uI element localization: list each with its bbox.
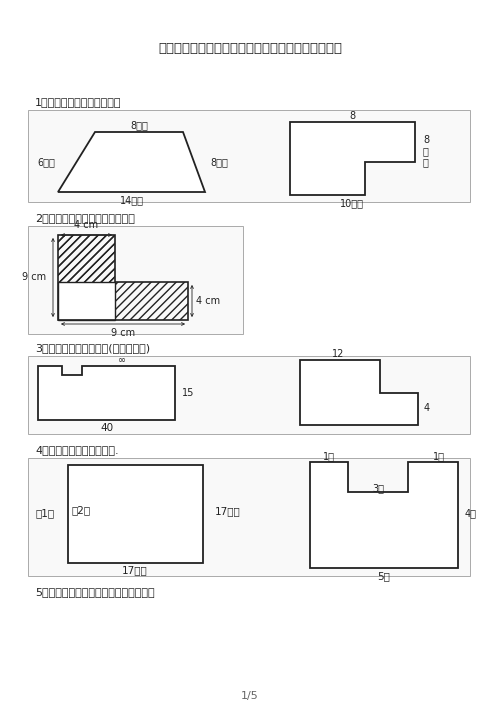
Polygon shape xyxy=(310,462,458,568)
Text: 1、计算以下列图形的周长。: 1、计算以下列图形的周长。 xyxy=(35,97,122,107)
Text: 40: 40 xyxy=(100,423,114,433)
Text: 4 cm: 4 cm xyxy=(196,296,220,306)
Text: 9 cm: 9 cm xyxy=(22,272,46,282)
Text: 3米: 3米 xyxy=(372,483,384,493)
Text: 10里米: 10里米 xyxy=(340,198,364,208)
Text: 1/5: 1/5 xyxy=(241,691,259,701)
Bar xyxy=(28,110,470,202)
Text: 12: 12 xyxy=(332,349,344,359)
Text: 15: 15 xyxy=(182,388,194,398)
Text: 3、求下面图形的周长。(单位：厘米): 3、求下面图形的周长。(单位：厘米) xyxy=(35,343,150,353)
Text: 8: 8 xyxy=(349,111,355,121)
Bar xyxy=(68,465,203,563)
Text: 里: 里 xyxy=(423,146,429,156)
Text: 2、求以下列图中阴影部分的面积: 2、求以下列图中阴影部分的面积 xyxy=(35,213,135,223)
Polygon shape xyxy=(58,132,205,192)
Polygon shape xyxy=(38,366,175,420)
Text: 4米: 4米 xyxy=(465,508,477,518)
Text: 冀教版三年级数学上册面积计算训练带答案（最新）: 冀教版三年级数学上册面积计算训练带答案（最新） xyxy=(158,42,342,54)
Text: 8: 8 xyxy=(423,135,429,145)
Text: ∞: ∞ xyxy=(118,355,126,365)
Bar xyxy=(58,235,115,282)
Text: 5米: 5米 xyxy=(378,571,390,581)
Text: 17分米: 17分米 xyxy=(122,565,148,575)
Polygon shape xyxy=(290,122,415,195)
Text: 米: 米 xyxy=(423,157,429,167)
Text: 1米: 1米 xyxy=(433,451,445,461)
Text: 9 cm: 9 cm xyxy=(111,328,135,338)
Text: 4、计算下面各图形的面积.: 4、计算下面各图形的面积. xyxy=(35,445,118,455)
Polygon shape xyxy=(300,360,418,425)
Bar xyxy=(58,282,115,320)
Bar xyxy=(58,235,115,282)
Text: 4: 4 xyxy=(424,403,430,413)
Text: 1米: 1米 xyxy=(323,451,335,461)
Text: 4 cm: 4 cm xyxy=(74,220,98,230)
Bar xyxy=(28,458,470,576)
Text: （1）: （1） xyxy=(35,508,54,518)
Bar xyxy=(28,356,470,434)
Text: 14里米: 14里米 xyxy=(120,195,144,205)
Text: 6里米: 6里米 xyxy=(37,157,55,167)
Bar xyxy=(28,226,243,334)
Text: （2）: （2） xyxy=(72,505,91,515)
Text: 17分米: 17分米 xyxy=(215,506,241,516)
Bar xyxy=(115,282,188,320)
Text: 5、求下面图形的面积（单位：分米）。: 5、求下面图形的面积（单位：分米）。 xyxy=(35,587,154,597)
Text: 8里米: 8里米 xyxy=(130,120,148,130)
Text: 8里米: 8里米 xyxy=(210,157,228,167)
